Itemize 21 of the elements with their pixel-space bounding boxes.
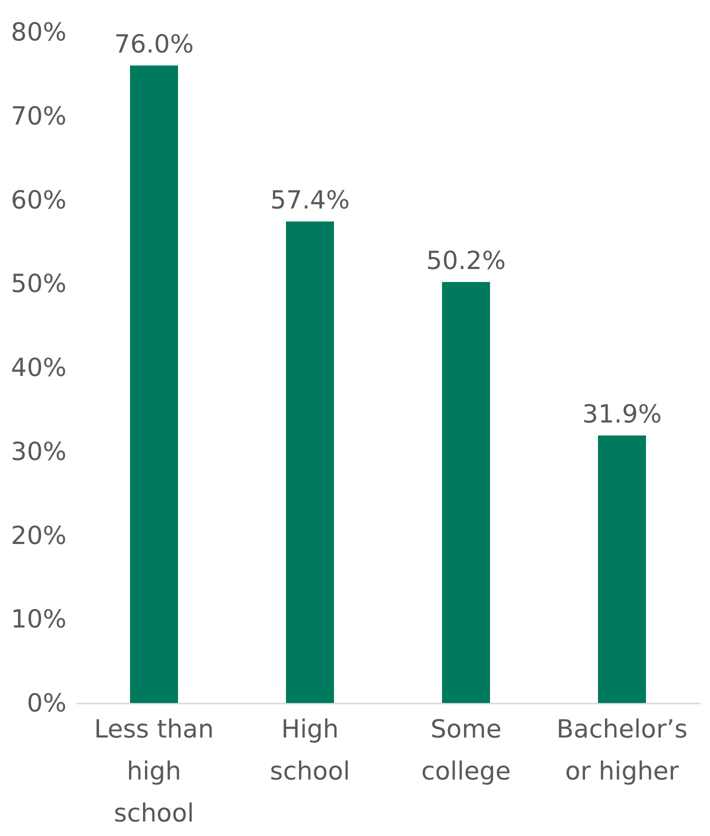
y-tick-label: 0% bbox=[26, 688, 66, 718]
y-tick-label: 40% bbox=[10, 353, 66, 382]
bar bbox=[130, 66, 178, 703]
bar bbox=[598, 435, 646, 703]
y-tick-label: 80% bbox=[10, 18, 66, 46]
data-label: 50.2% bbox=[426, 246, 506, 275]
y-tick-label: 30% bbox=[10, 436, 66, 466]
x-tick-label: Some college bbox=[421, 714, 511, 786]
data-label: 76.0% bbox=[114, 30, 194, 59]
bar bbox=[286, 222, 334, 703]
x-tick-label: Bachelor’s or higher bbox=[556, 714, 688, 786]
x-tick-label: Less than high school bbox=[94, 714, 214, 828]
x-tick-label: High school bbox=[270, 714, 350, 786]
y-tick-label: 70% bbox=[10, 101, 66, 130]
y-tick-label: 50% bbox=[10, 269, 66, 298]
data-label: 31.9% bbox=[582, 399, 662, 428]
bar bbox=[442, 282, 490, 703]
data-label: 57.4% bbox=[270, 186, 350, 215]
y-tick-label: 60% bbox=[10, 185, 66, 214]
y-tick-label: 20% bbox=[10, 520, 66, 550]
y-tick-label: 10% bbox=[10, 604, 66, 634]
